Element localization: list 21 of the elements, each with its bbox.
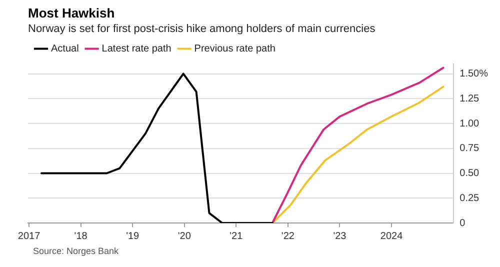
y-tick-label: 0.50 xyxy=(460,168,480,179)
y-tick-label: 1.00 xyxy=(460,118,480,130)
legend-label: Previous rate path xyxy=(194,44,276,55)
x-tick-label: '23 xyxy=(333,230,347,242)
x-tick-label: 2017 xyxy=(18,230,41,242)
chart-subtitle: Norway is set for first post-crisis hike among holders of main currencies xyxy=(28,23,376,36)
y-tick-label: 0.25 xyxy=(460,192,480,204)
x-tick-label: '20 xyxy=(178,230,192,242)
y-tick-label: 0 xyxy=(460,218,466,229)
source-note: Source: Norges Bank xyxy=(33,246,120,256)
x-tick-label: '22 xyxy=(281,230,295,242)
y-tick-label: 1.50% xyxy=(460,68,488,80)
legend-label: Actual xyxy=(51,44,79,55)
y-tick-label: 0.75 xyxy=(460,143,480,154)
y-tick-label: 1.25 xyxy=(460,93,480,104)
x-tick-label: '19 xyxy=(126,230,140,242)
legend-label: Latest rate path xyxy=(102,44,172,55)
chart-title: Most Hawkish xyxy=(28,5,115,20)
x-tick-label: '18 xyxy=(74,230,88,242)
x-tick-label: '21 xyxy=(230,230,244,242)
x-tick-label: 2024 xyxy=(380,230,404,242)
